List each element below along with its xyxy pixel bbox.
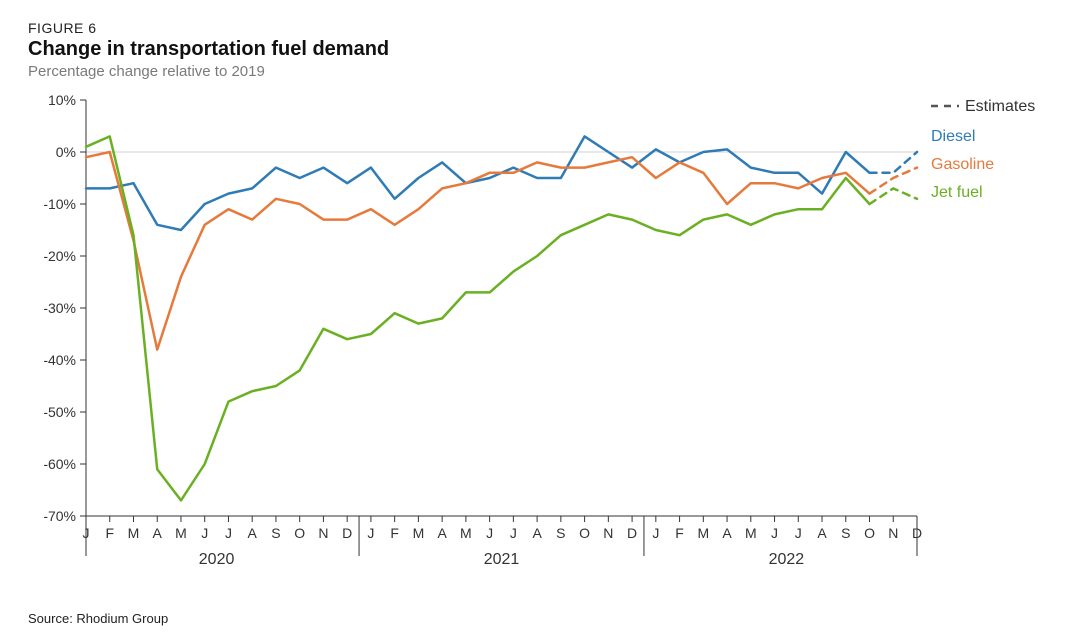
chart-subtitle: Percentage change relative to 2019 <box>28 63 1047 80</box>
svg-text:J: J <box>486 525 493 541</box>
svg-text:2020: 2020 <box>199 551 235 568</box>
svg-text:A: A <box>817 525 827 541</box>
svg-text:J: J <box>510 525 517 541</box>
svg-text:O: O <box>864 525 875 541</box>
svg-text:F: F <box>390 525 399 541</box>
chart-title: Change in transportation fuel demand <box>28 38 1047 61</box>
svg-text:M: M <box>413 525 425 541</box>
svg-text:A: A <box>722 525 732 541</box>
svg-text:J: J <box>652 525 659 541</box>
svg-text:J: J <box>201 525 208 541</box>
line-chart: -70%-60%-50%-40%-30%-20%-10%0%10%JFMAMJJ… <box>28 88 1047 586</box>
svg-text:-40%: -40% <box>43 352 76 368</box>
svg-text:A: A <box>248 525 258 541</box>
legend-gasoline: Gasoline <box>931 156 994 173</box>
svg-text:-20%: -20% <box>43 248 76 264</box>
legend-estimates: Estimates <box>965 98 1035 115</box>
svg-text:0%: 0% <box>56 144 76 160</box>
svg-text:-60%: -60% <box>43 456 76 472</box>
svg-text:A: A <box>153 525 163 541</box>
svg-text:O: O <box>294 525 305 541</box>
svg-text:M: M <box>175 525 187 541</box>
svg-text:A: A <box>437 525 447 541</box>
svg-text:-70%: -70% <box>43 508 76 524</box>
svg-text:D: D <box>627 525 637 541</box>
svg-text:J: J <box>771 525 778 541</box>
svg-text:M: M <box>128 525 140 541</box>
svg-text:F: F <box>105 525 114 541</box>
svg-text:N: N <box>318 525 328 541</box>
series-jetfuel <box>86 136 870 500</box>
svg-text:J: J <box>225 525 232 541</box>
svg-text:N: N <box>603 525 613 541</box>
svg-text:M: M <box>745 525 757 541</box>
svg-text:J: J <box>367 525 374 541</box>
svg-text:F: F <box>675 525 684 541</box>
svg-text:2021: 2021 <box>484 551 520 568</box>
svg-text:N: N <box>888 525 898 541</box>
svg-text:-30%: -30% <box>43 300 76 316</box>
svg-text:M: M <box>697 525 709 541</box>
svg-text:-10%: -10% <box>43 196 76 212</box>
svg-text:J: J <box>795 525 802 541</box>
source-label: Source: Rhodium Group <box>28 611 168 626</box>
svg-text:O: O <box>579 525 590 541</box>
svg-text:S: S <box>271 525 280 541</box>
svg-text:S: S <box>841 525 850 541</box>
legend-diesel: Diesel <box>931 128 975 145</box>
svg-text:M: M <box>460 525 472 541</box>
svg-text:-50%: -50% <box>43 404 76 420</box>
figure-label: FIGURE 6 <box>28 20 1047 36</box>
series-jetfuel-estimate <box>870 188 917 204</box>
svg-text:2022: 2022 <box>769 551 805 568</box>
svg-text:S: S <box>556 525 565 541</box>
svg-text:A: A <box>532 525 542 541</box>
series-diesel-estimate <box>870 152 917 173</box>
legend-jetfuel: Jet fuel <box>931 184 983 201</box>
svg-text:10%: 10% <box>48 92 76 108</box>
svg-text:D: D <box>342 525 352 541</box>
